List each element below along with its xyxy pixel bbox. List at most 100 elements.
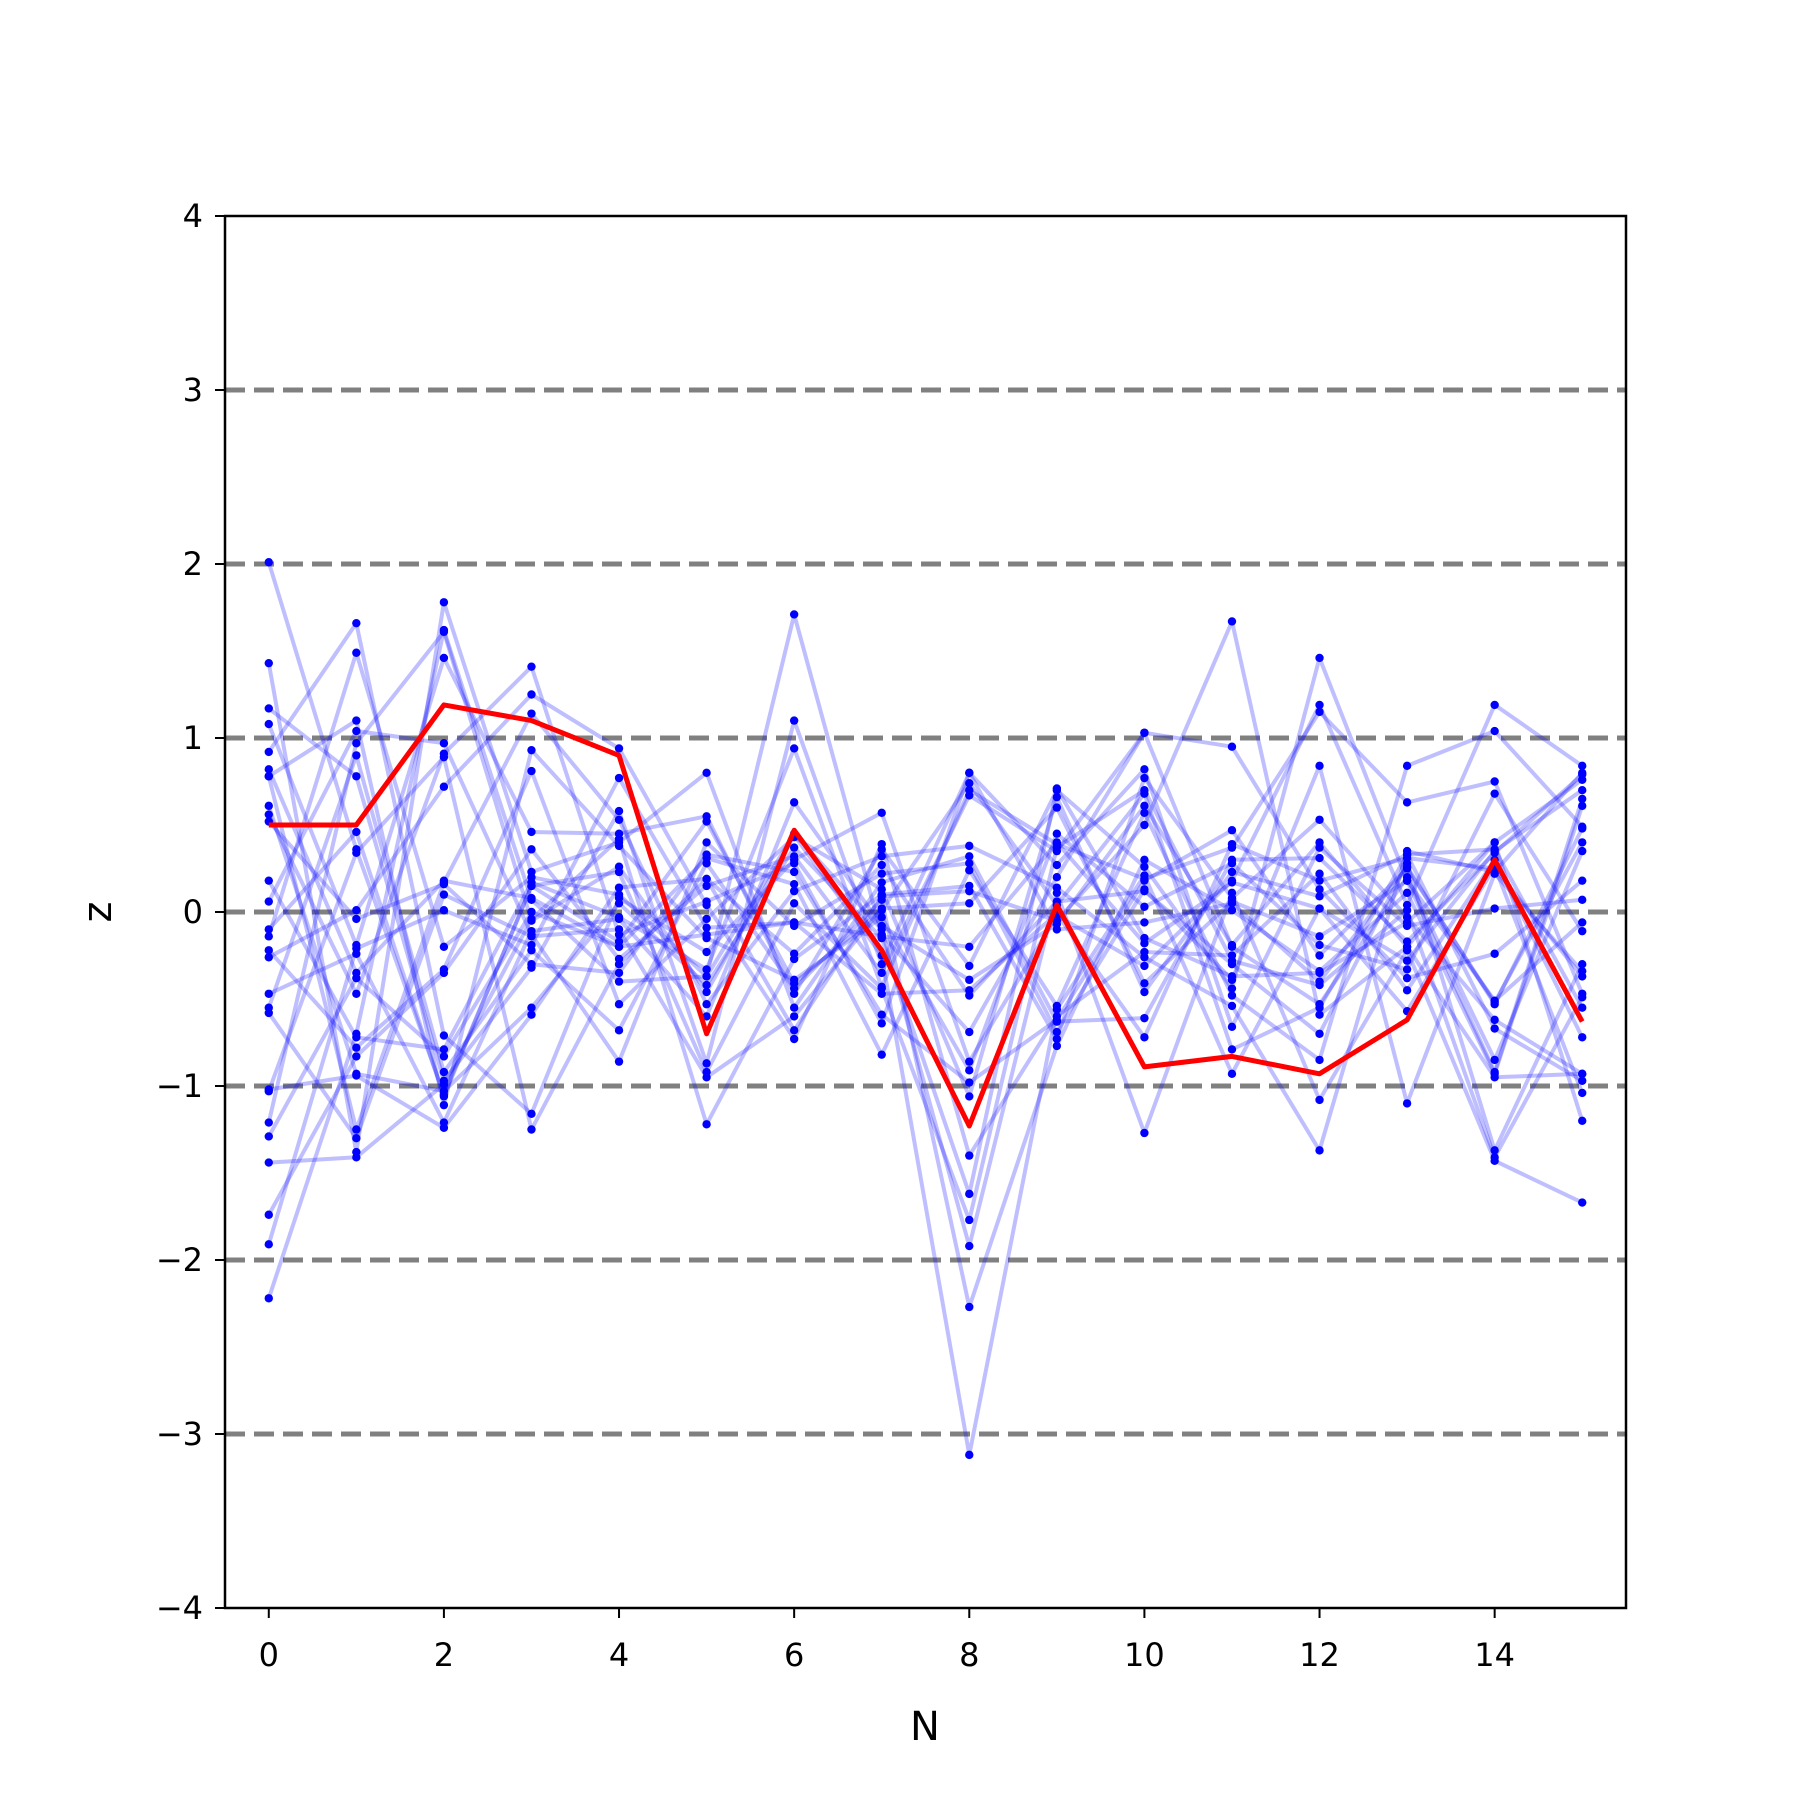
data-point <box>1227 991 1237 1000</box>
data-point <box>1315 876 1324 885</box>
data-point <box>965 1027 974 1037</box>
data-point <box>352 973 361 983</box>
data-point <box>702 881 711 891</box>
data-point <box>1140 773 1149 783</box>
series-line-26 <box>267 781 1584 1099</box>
data-point <box>877 968 886 978</box>
data-point <box>352 1069 361 1079</box>
data-point <box>352 906 361 915</box>
data-point <box>702 1000 711 1009</box>
data-point <box>1227 960 1237 969</box>
series-line-15 <box>267 805 1584 1141</box>
data-point <box>527 895 536 905</box>
data-point <box>1140 820 1149 830</box>
data-point <box>789 852 799 861</box>
data-point <box>1052 916 1062 925</box>
data-point <box>877 852 886 861</box>
y-tick-label: −3 <box>156 1415 203 1453</box>
data-point <box>1578 768 1587 777</box>
data-point <box>439 1123 449 1132</box>
series-line-0 <box>266 561 1584 1222</box>
data-point <box>527 745 536 755</box>
data-point <box>789 867 799 877</box>
data-point <box>352 989 361 998</box>
data-point <box>1490 1146 1499 1155</box>
data-point <box>1052 1015 1062 1025</box>
data-point <box>1052 838 1062 847</box>
data-point <box>702 1059 711 1068</box>
data-point <box>789 1026 799 1035</box>
data-point <box>702 1012 711 1021</box>
data-point <box>614 937 624 946</box>
data-point <box>1052 1034 1062 1044</box>
data-point <box>1227 1069 1237 1079</box>
data-point <box>1490 700 1499 710</box>
data-point <box>527 690 536 699</box>
data-point <box>877 982 886 992</box>
data-point <box>702 768 711 777</box>
data-point <box>1227 826 1237 835</box>
data-point <box>1315 761 1324 771</box>
data-point <box>1315 707 1324 717</box>
data-point <box>1402 1099 1412 1108</box>
data-point <box>614 925 624 934</box>
data-point <box>1490 949 1499 958</box>
data-point <box>1578 1076 1587 1085</box>
series-line-8 <box>267 709 1585 1052</box>
data-point <box>965 841 974 851</box>
data-point <box>1402 873 1412 882</box>
series-line-23 <box>266 778 1584 1196</box>
data-point <box>264 747 273 757</box>
series-line-3 <box>266 656 1585 1075</box>
data-point <box>789 879 799 889</box>
data-point <box>1140 1128 1149 1138</box>
data-point <box>264 953 273 962</box>
series-line-5 <box>266 729 1584 1062</box>
data-point <box>877 1019 886 1028</box>
data-point <box>439 968 449 978</box>
data-point <box>1227 1022 1237 1032</box>
data-point <box>614 1057 624 1066</box>
x-tick-label: 2 <box>434 1636 454 1674</box>
data-point <box>527 914 536 924</box>
data-point <box>352 1134 361 1143</box>
data-point <box>352 827 361 837</box>
data-point <box>352 848 361 858</box>
data-point <box>1315 1146 1324 1155</box>
data-point <box>1315 940 1324 950</box>
data-point <box>789 918 799 927</box>
data-point <box>1315 853 1324 863</box>
data-point <box>965 886 974 896</box>
data-point <box>789 798 799 807</box>
x-tick-label: 10 <box>1124 1636 1165 1674</box>
series-line-11 <box>267 769 1584 1099</box>
series-line-9 <box>267 729 1584 1106</box>
data-point <box>527 881 536 891</box>
data-point <box>1578 838 1587 847</box>
data-point <box>877 1010 886 1019</box>
data-point <box>1578 876 1587 885</box>
data-point <box>1578 1033 1587 1042</box>
data-point <box>789 899 799 908</box>
data-point <box>1490 1024 1499 1033</box>
data-point <box>264 897 273 906</box>
data-point <box>1315 838 1324 847</box>
data-point <box>1140 862 1149 871</box>
y-axis-ticks: −4 −3 −2 −1 0 1 2 3 4 <box>156 197 225 1627</box>
data-point <box>1315 815 1324 824</box>
data-point <box>1315 885 1324 894</box>
data-point <box>1402 888 1412 898</box>
data-point <box>1140 801 1149 811</box>
data-point <box>1402 956 1412 965</box>
data-point <box>439 1045 449 1054</box>
data-point <box>965 899 974 908</box>
data-point <box>1052 784 1062 793</box>
data-point <box>1140 918 1149 927</box>
data-point <box>527 907 536 917</box>
data-point <box>965 768 974 777</box>
data-point <box>789 1034 799 1044</box>
data-point <box>264 558 273 567</box>
data-point <box>439 1092 449 1101</box>
y-tick-label: −2 <box>156 1241 203 1279</box>
data-point <box>1578 801 1587 811</box>
